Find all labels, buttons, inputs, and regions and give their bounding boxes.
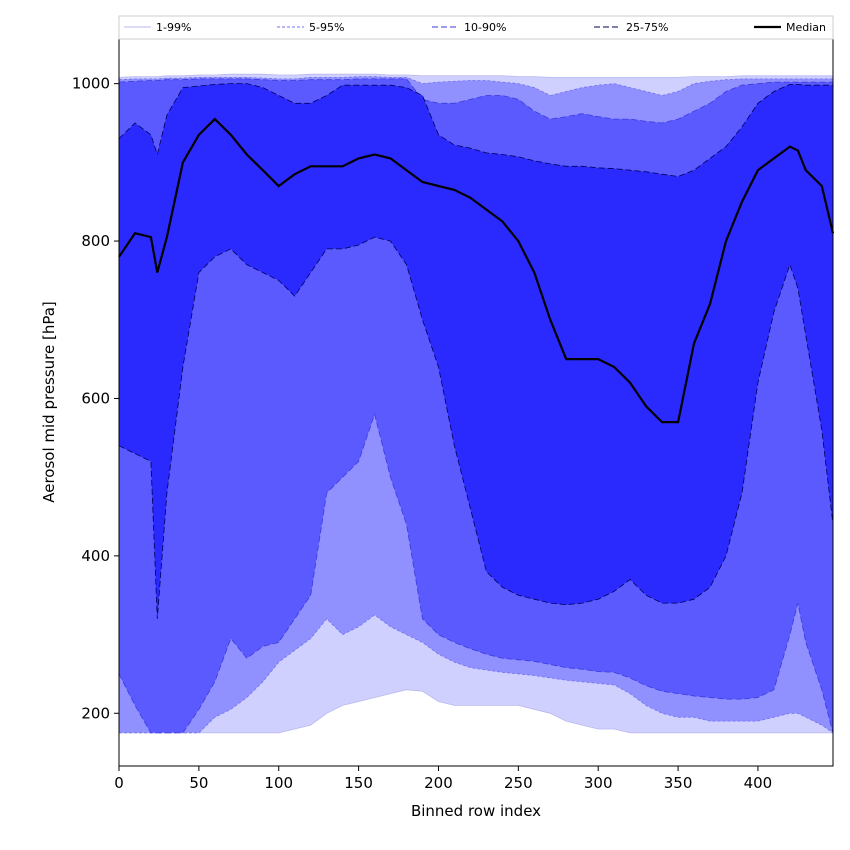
band-lower-edge-1-99%	[119, 689, 833, 734]
band-upper-edge-1-99%	[118, 73, 833, 78]
y-tick-label: 1000	[72, 75, 110, 93]
y-tick-label: 200	[81, 704, 110, 722]
x-tick-label: 250	[504, 774, 533, 792]
band-lower-edge-5-95%	[119, 614, 834, 734]
y-axis: 200 400 600 800 1000	[72, 75, 119, 722]
x-tick-label: 200	[424, 774, 453, 792]
x-axis: 0 50 100 150 200 250 300 350 400	[114, 766, 772, 792]
x-tick-label: 350	[664, 774, 693, 792]
x-tick-label: 50	[189, 774, 208, 792]
x-tick-label: 400	[744, 774, 773, 792]
x-tick-label: 0	[114, 774, 124, 792]
y-tick-label: 400	[81, 547, 110, 565]
band-upper-edge-10-90%	[118, 78, 833, 124]
percentile-band-edges	[118, 73, 834, 734]
median-line	[118, 117, 835, 424]
x-tick-label: 100	[264, 774, 293, 792]
legend-label: 10-90%	[464, 21, 506, 34]
legend-label: 25-75%	[626, 21, 668, 34]
legend-label: Median	[786, 21, 826, 34]
x-tick-label: 300	[584, 774, 613, 792]
y-tick-label: 800	[81, 232, 110, 250]
legend: 1-99% 5-95% 10-90% 25-75% Median	[118, 15, 834, 40]
band-lower-edge-25-75%	[118, 236, 834, 619]
y-tick-label: 600	[81, 389, 110, 407]
legend-label: 1-99%	[156, 21, 191, 34]
legend-items: 1-99% 5-95% 10-90% 25-75% Median	[124, 21, 826, 34]
band-upper-edge-25-75%	[118, 83, 833, 177]
legend-frame	[118, 15, 834, 40]
band-upper-edge-5-95%	[118, 76, 833, 96]
band-lower-edge-10-90%	[118, 412, 834, 734]
band-25-75%	[119, 83, 833, 619]
percentile-bands	[119, 74, 833, 733]
x-axis-label: Binned row index	[411, 802, 541, 820]
y-axis-label: Aerosol mid pressure [hPa]	[40, 301, 58, 503]
x-tick-label: 150	[344, 774, 373, 792]
legend-label: 5-95%	[309, 21, 344, 34]
